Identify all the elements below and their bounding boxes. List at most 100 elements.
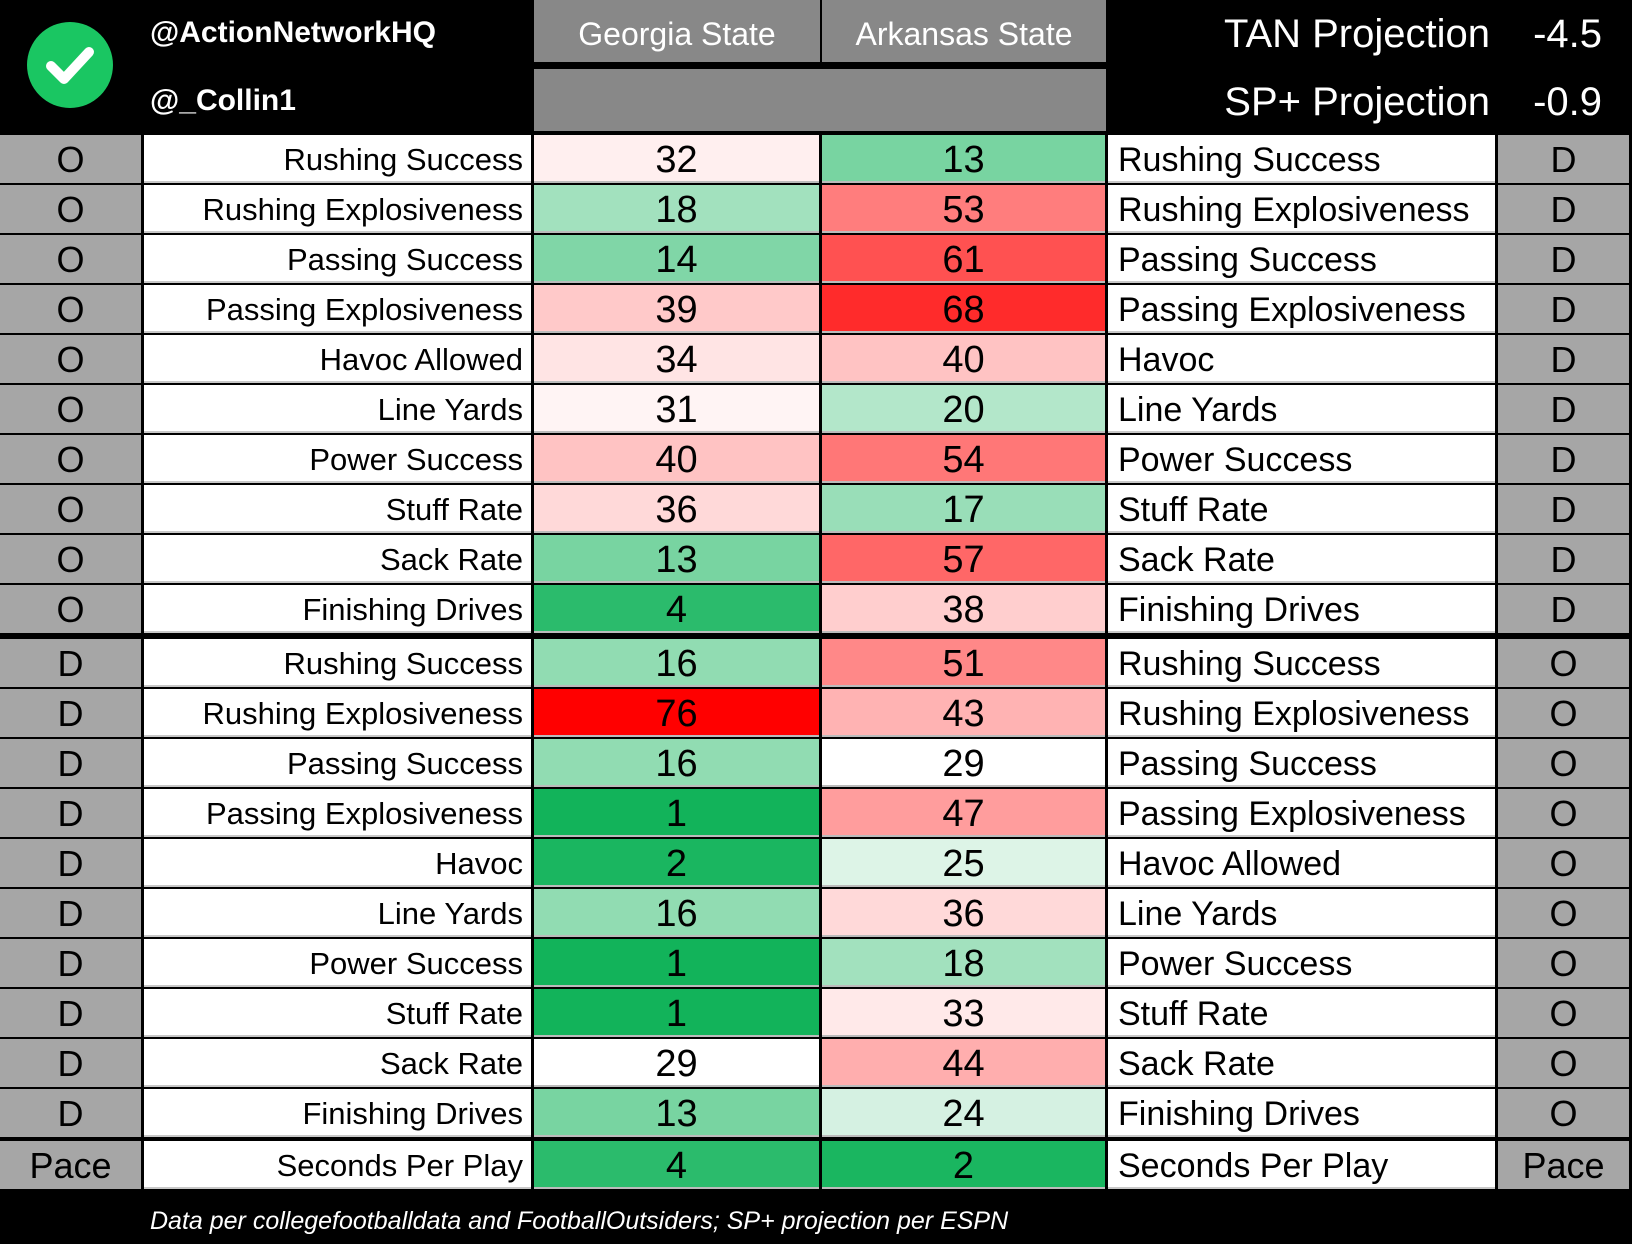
side-right-label: O [1498,639,1629,687]
value-cell-georgia-state: 32 [534,135,819,183]
stat-label-right: Finishing Drives [1108,585,1495,633]
side-left-label: O [0,235,141,283]
team-left-header: Georgia State [534,0,820,62]
value-cell-georgia-state: 1 [534,989,819,1037]
footer-note: Data per collegefootballdata and Footbal… [150,1207,1009,1235]
stat-label-right: Rushing Success [1108,639,1495,687]
side-left-label: O [0,435,141,483]
stat-label-right: Passing Success [1108,235,1495,283]
value-cell-georgia-state: 1 [534,939,819,987]
header: @ActionNetworkHQ @_Collin1 Georgia State… [0,0,1632,135]
side-left-label: D [0,839,141,887]
value-cell-arkansas-state: 29 [822,739,1105,787]
side-right-label: O [1498,689,1629,737]
value-cell-georgia-state: 14 [534,235,819,283]
value-cell-georgia-state: 4 [534,1141,819,1189]
stat-label-left: Passing Explosiveness [144,789,531,837]
side-right-label: O [1498,889,1629,937]
side-left-label: O [0,535,141,583]
side-right-label: D [1498,585,1629,633]
value-cell-arkansas-state: 47 [822,789,1105,837]
value-cell-arkansas-state: 20 [822,385,1105,433]
stat-label-left: Havoc [144,839,531,887]
stat-label-right: Rushing Explosiveness [1108,185,1495,233]
stat-label-right: Passing Success [1108,739,1495,787]
stat-label-left: Stuff Rate [144,989,531,1037]
stat-label-right: Rushing Explosiveness [1108,689,1495,737]
value-cell-arkansas-state: 2 [822,1141,1105,1189]
handle-primary: @ActionNetworkHQ [150,16,436,49]
stat-label-left: Passing Success [144,739,531,787]
value-cell-arkansas-state: 54 [822,435,1105,483]
side-left-label: D [0,789,141,837]
value-cell-arkansas-state: 61 [822,235,1105,283]
stat-label-right: Sack Rate [1108,1039,1495,1087]
value-cell-arkansas-state: 38 [822,585,1105,633]
value-cell-georgia-state: 16 [534,639,819,687]
value-cell-georgia-state: 16 [534,889,819,937]
check-circle-icon [27,22,113,108]
value-cell-arkansas-state: 33 [822,989,1105,1037]
stat-label-right: Line Yards [1108,889,1495,937]
stat-label-right: Seconds Per Play [1108,1141,1495,1189]
side-right-label: D [1498,485,1629,533]
side-right-label: O [1498,939,1629,987]
stat-label-right: Line Yards [1108,385,1495,433]
sp-projection-label: SP+ Projection [1224,80,1490,124]
side-right-label: Pace [1498,1141,1629,1189]
sp-projection-value: -0.9 [1533,80,1602,124]
tan-projection-label: TAN Projection [1223,12,1490,56]
tan-projection-value: -4.5 [1533,12,1602,56]
side-right-label: D [1498,335,1629,383]
side-right-label: O [1498,789,1629,837]
value-cell-georgia-state: 29 [534,1039,819,1087]
value-cell-arkansas-state: 40 [822,335,1105,383]
stat-label-right: Power Success [1108,435,1495,483]
value-cell-arkansas-state: 36 [822,889,1105,937]
side-right-label: D [1498,535,1629,583]
side-left-label: D [0,739,141,787]
stat-label-left: Rushing Explosiveness [144,689,531,737]
stat-label-right: Sack Rate [1108,535,1495,583]
stat-label-left: Power Success [144,939,531,987]
value-cell-arkansas-state: 24 [822,1089,1105,1137]
value-cell-arkansas-state: 51 [822,639,1105,687]
value-cell-georgia-state: 13 [534,535,819,583]
stat-label-left: Rushing Explosiveness [144,185,531,233]
value-cell-georgia-state: 36 [534,485,819,533]
side-left-label: D [0,639,141,687]
stat-label-left: Finishing Drives [144,585,531,633]
value-cell-arkansas-state: 18 [822,939,1105,987]
value-cell-georgia-state: 13 [534,1089,819,1137]
side-left-label: O [0,335,141,383]
value-cell-georgia-state: 39 [534,285,819,333]
stat-label-right: Havoc Allowed [1108,839,1495,887]
value-cell-arkansas-state: 17 [822,485,1105,533]
value-cell-georgia-state: 16 [534,739,819,787]
side-right-label: O [1498,839,1629,887]
value-cell-arkansas-state: 13 [822,135,1105,183]
side-right-label: O [1498,1089,1629,1137]
side-left-label: O [0,185,141,233]
header-gray-band [534,69,1106,131]
stat-label-left: Line Yards [144,889,531,937]
stat-label-left: Sack Rate [144,535,531,583]
side-right-label: D [1498,235,1629,283]
value-cell-arkansas-state: 44 [822,1039,1105,1087]
stat-label-left: Passing Success [144,235,531,283]
stat-label-left: Sack Rate [144,1039,531,1087]
side-left-label: O [0,485,141,533]
stat-label-right: Passing Explosiveness [1108,789,1495,837]
value-cell-georgia-state: 40 [534,435,819,483]
value-cell-arkansas-state: 25 [822,839,1105,887]
handle-secondary: @_Collin1 [150,84,296,117]
stat-label-left: Finishing Drives [144,1089,531,1137]
side-right-label: D [1498,385,1629,433]
side-left-label: O [0,285,141,333]
stat-label-right: Power Success [1108,939,1495,987]
side-left-label: D [0,1039,141,1087]
stat-label-right: Stuff Rate [1108,485,1495,533]
stat-label-left: Rushing Success [144,639,531,687]
stat-label-right: Passing Explosiveness [1108,285,1495,333]
value-cell-georgia-state: 76 [534,689,819,737]
